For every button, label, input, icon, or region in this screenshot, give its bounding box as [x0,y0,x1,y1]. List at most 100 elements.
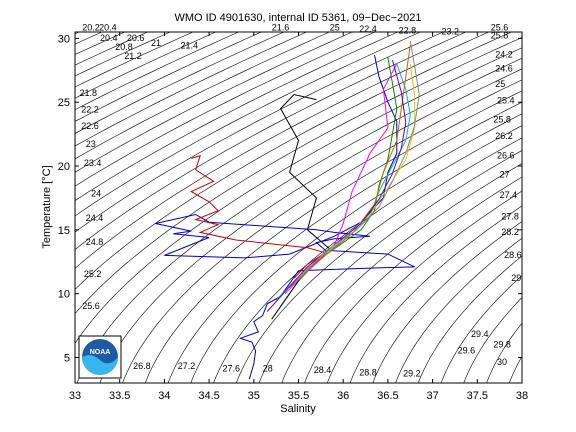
density-contour-label: 27.6 [223,364,241,374]
density-contour-label: 23 [86,139,96,149]
density-contour [75,32,422,217]
density-contour [75,32,513,290]
density-contour-label: 30 [497,357,507,367]
density-contour [75,32,240,111]
density-contour-label: 24.8 [86,237,104,247]
density-contour [417,255,522,383]
density-contour [75,47,522,344]
density-contour-label: 27.8 [501,212,519,222]
y-tick-label: 25 [58,97,70,109]
y-tick-label: 15 [58,225,70,237]
density-contour [75,32,217,99]
density-contour [281,163,522,383]
density-contour-label: 27 [500,170,510,180]
density-contour-label: 21.8 [80,88,98,98]
density-contour-label: 29.4 [471,329,489,339]
density-contour [440,275,522,383]
density-contour [75,32,376,187]
density-contour-label: 20.6 [127,33,145,43]
x-tick-label: 35.5 [288,390,309,402]
density-contour [75,32,353,173]
density-contour-label: 26.2 [495,131,513,141]
density-contour-label: 29.6 [458,346,476,356]
density-contour-label: 29.8 [493,339,511,349]
y-tick-label: 20 [58,161,70,173]
density-contour-label: 24 [91,189,101,199]
x-tick-label: 37.5 [467,390,488,402]
density-contour [486,322,522,383]
x-axis: 33 33.5 34 34.5 35 35.5 36 36.5 37 37.5 38 [69,32,528,402]
density-contour-label: 21.2 [124,51,142,61]
density-contour [75,32,194,88]
density-contour-label: 24.2 [495,50,513,60]
x-tick-label: 34 [158,390,170,402]
density-contour-label: 21.6 [272,23,290,33]
density-contour-label: 21 [151,38,161,48]
density-contour-label: 25.8 [491,30,509,40]
density-contour [75,32,467,250]
density-contour-label: 23.4 [84,158,102,168]
density-contour [144,90,522,383]
x-tick-label: 38 [516,390,528,402]
density-contour [395,237,522,383]
chart-title: WMO ID 4901630, internal ID 5361, 09−Dec… [174,12,421,24]
density-contour [75,32,285,134]
density-contour-label: 20.4 [100,33,118,43]
density-contour-label: 22.8 [399,25,417,35]
y-axis-label: Temperature [°C] [41,165,53,248]
density-contour-label: 25.4 [497,96,515,106]
density-contour [75,32,399,202]
density-contour-label: 25.8 [493,115,511,125]
density-contour-label: 29 [511,273,521,283]
noaa-logo: NOAA [78,335,122,379]
x-tick-label: 36.5 [377,390,398,402]
density-contour [190,113,522,383]
density-contour-label: 28 [263,364,273,374]
density-contour [304,176,522,383]
profile-line [284,63,398,295]
density-contour-label: 27.4 [500,190,518,200]
density-contour-label: 20.8 [115,42,133,52]
density-contour [258,150,522,383]
density-contour-label: 22.2 [81,104,99,114]
density-contour [75,32,262,122]
plot-area [75,32,522,383]
density-contour [326,190,522,383]
x-axis-label: Salinity [280,403,316,415]
density-contour-label: 28.2 [501,227,519,237]
density-contour-label: 29.2 [403,369,421,379]
y-tick-label: 30 [58,33,70,45]
density-contour [235,137,522,383]
profile-line [289,44,411,288]
density-contour [75,32,444,233]
density-contour [167,101,522,383]
density-contour [463,297,522,383]
density-contour-label: 28.6 [504,250,522,260]
density-contour [349,205,522,383]
density-contour [122,79,522,383]
density-contour-label: 25.6 [82,301,100,311]
x-tick-label: 36 [337,390,349,402]
density-contour-label: 25.2 [84,269,102,279]
profile-series [155,40,420,380]
density-contour-label: 22.4 [359,24,377,34]
noaa-logo-wave [82,355,118,375]
profile-line [293,40,420,284]
density-contour-label: 28.4 [314,365,332,375]
x-tick-label: 35 [248,390,260,402]
profile-line [298,63,416,278]
density-contour [213,125,522,383]
density-contour [75,32,308,147]
x-tick-label: 33.5 [109,390,130,402]
density-contour-label: 21.4 [181,41,199,51]
density-contour-label: 25 [495,79,505,89]
noaa-logo-text: NOAA [90,349,111,356]
density-contour-label: 25.6 [491,23,509,33]
density-contour [76,57,522,383]
density-contour-label: 20.4 [99,23,117,33]
density-contour-label: 28.8 [359,367,377,377]
density-contour [75,32,331,160]
profile-line [275,63,411,301]
density-contour-label: 27.2 [178,361,196,371]
